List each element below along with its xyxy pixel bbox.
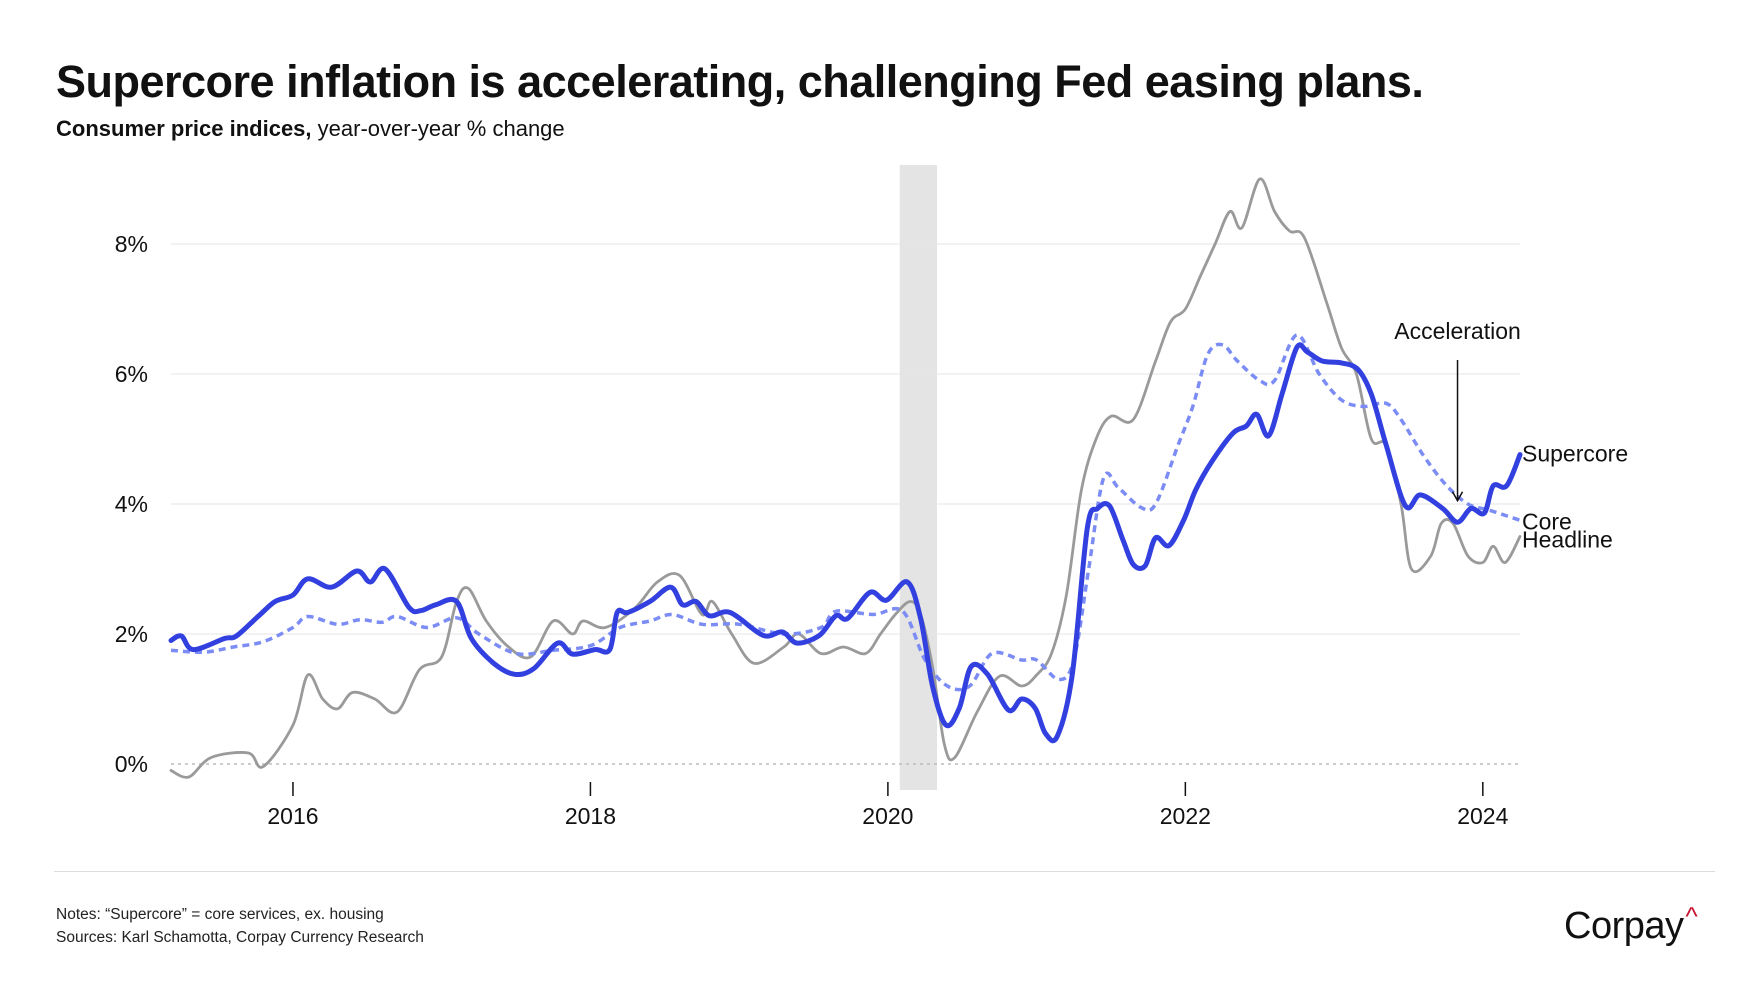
annotation-label: Acceleration [1394,318,1521,344]
x-tick-label: 2024 [1457,803,1508,829]
chart-subtitle: Consumer price indices, year-over-year %… [56,116,565,142]
x-tick-label: 2018 [565,803,616,829]
series-line-headline [169,177,1522,779]
corpay-logo: Corpay^ [1564,901,1698,948]
series-line-supercore [168,342,1523,744]
x-tick-label: 2022 [1160,803,1211,829]
series-label-supercore: Supercore [1522,441,1628,467]
footer-divider [54,871,1715,872]
subtitle-bold: Consumer price indices, [56,116,312,141]
y-tick-label: 6% [115,361,148,387]
y-tick-label: 2% [115,621,148,647]
arrow-head-icon [1451,491,1464,503]
sources-text: Sources: Karl Schamotta, Corpay Currency… [56,929,424,946]
notes-text: Notes: “Supercore” = core services, ex. … [56,906,384,923]
logo-text: Corpay [1564,905,1684,947]
y-tick-label: 0% [115,751,148,777]
shaded-period-band [899,165,937,790]
x-tick-label: 2020 [862,803,913,829]
y-tick-label: 4% [115,491,148,517]
x-tick-label: 2016 [267,803,318,829]
line-chart: 0% 2% 4% 6% 8% 2016 2018 2020 2022 2024 Supercor… [115,165,1628,829]
series-label-core: Core [1522,508,1572,534]
chart-title: Supercore inflation is accelerating, cha… [56,56,1424,107]
subtitle-rest: year-over-year % change [311,116,565,141]
series-line-core [170,333,1521,692]
logo-caret-icon: ^ [1685,901,1698,931]
series-label-headline: Headline [1522,527,1613,553]
y-tick-label: 8% [115,231,148,257]
